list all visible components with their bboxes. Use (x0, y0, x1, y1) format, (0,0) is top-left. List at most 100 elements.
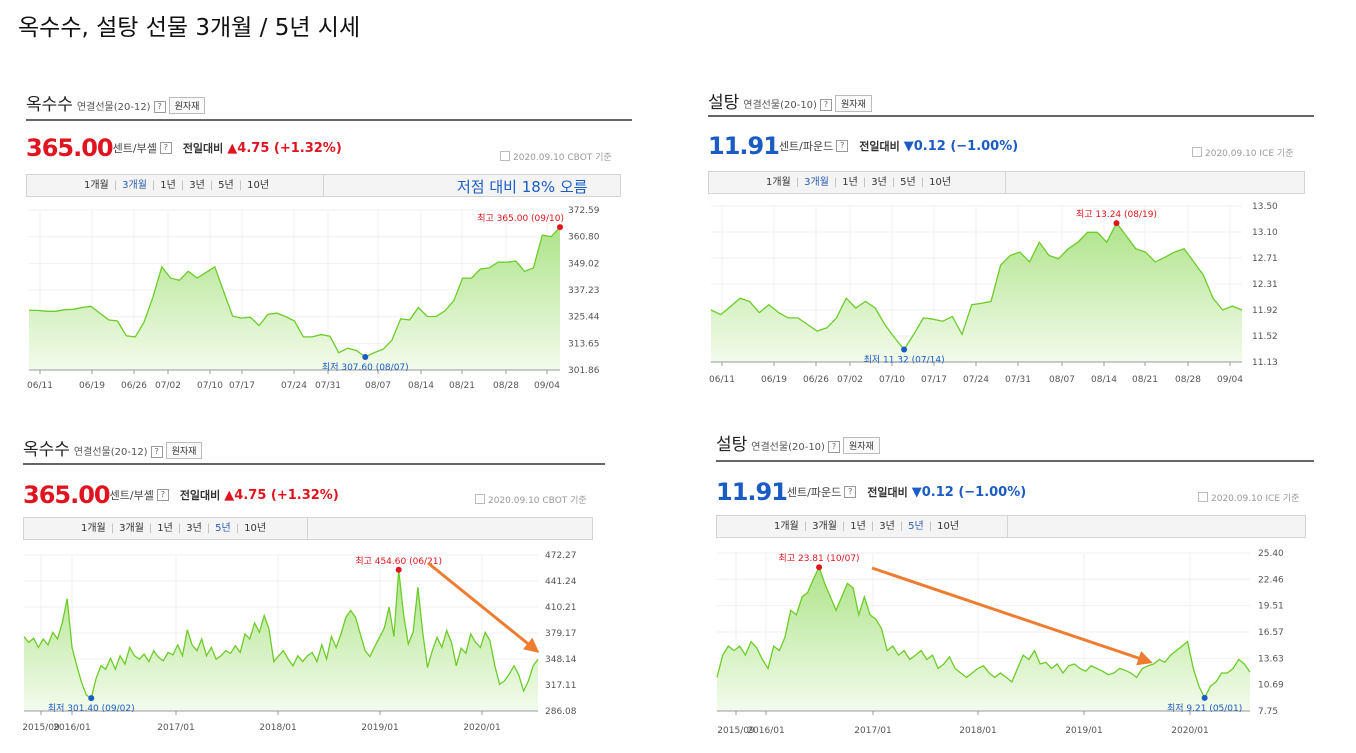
y-tick-label: 379.17 (545, 629, 577, 639)
tab-separator: | (862, 177, 867, 188)
x-tick-label: 06/19 (79, 381, 105, 391)
period-tab[interactable]: 5년 (218, 180, 234, 191)
period-tab[interactable]: 3년 (186, 523, 202, 534)
period-tab[interactable]: 1개월 (774, 521, 799, 532)
help-icon[interactable]: ? (836, 140, 849, 152)
price-unit: 센트/파운드 (786, 486, 842, 499)
x-tick-label: 2020/01 (1171, 726, 1208, 736)
y-tick-label: 13.50 (1252, 202, 1278, 212)
y-tick-label: 317.11 (545, 681, 577, 691)
tab-separator: | (148, 523, 153, 534)
raw-material-button[interactable]: 원자재 (834, 95, 872, 112)
x-tick-label: 07/17 (921, 375, 947, 385)
panel-header: 옥수수 연결선물(20-12)? 원자재 (23, 435, 203, 460)
raw-material-button[interactable]: 원자재 (168, 97, 206, 114)
x-tick-label: 2017/01 (157, 723, 194, 733)
period-tab[interactable]: 1년 (842, 177, 858, 188)
contract-label: 연결선물(20-10) (743, 100, 817, 111)
raw-material-button[interactable]: 원자재 (165, 442, 203, 459)
period-tab[interactable]: 1개월 (81, 523, 106, 534)
period-tab[interactable]: 5년 (900, 177, 916, 188)
y-tick-label: 11.52 (1252, 332, 1278, 342)
low-marker (362, 354, 369, 361)
price-value: 365.00 (23, 481, 111, 509)
period-tab[interactable]: 10년 (937, 521, 960, 532)
y-tick-label: 13.63 (1258, 654, 1284, 664)
y-tick-label: 372.59 (568, 206, 600, 216)
price-line (716, 565, 1251, 700)
high-label: 최고 13.24 (08/19) (1076, 209, 1157, 220)
tabs-divider (1007, 516, 1008, 537)
x-tick-label: 2016/01 (53, 723, 90, 733)
x-tick-label: 07/02 (155, 381, 181, 391)
x-tick-label: 07/24 (963, 375, 989, 385)
period-tab[interactable]: 5년 (215, 523, 231, 534)
x-tick-label: 08/14 (1091, 375, 1117, 385)
x-tick-label: 08/14 (408, 381, 434, 391)
x-tick-label: 07/31 (1005, 375, 1031, 385)
trend-arrow (871, 566, 1153, 666)
period-tab[interactable]: 5년 (908, 521, 924, 532)
tabs-divider (307, 518, 308, 539)
help-icon[interactable]: ? (159, 142, 172, 154)
period-tab[interactable]: 3개월 (812, 521, 837, 532)
header-divider (708, 115, 1314, 117)
y-tick-label: 337.23 (568, 286, 600, 296)
compare-label: 전일대비 (182, 142, 224, 155)
price-unit: 센트/부셸 (109, 489, 154, 502)
high-label: 최고 365.00 (09/10) (477, 213, 564, 224)
x-tick-label: 08/07 (1049, 375, 1075, 385)
source-label: 2020.09.10 CBOT 기준 (500, 150, 612, 163)
y-tick-label: 12.31 (1252, 280, 1278, 290)
period-tab[interactable]: 3년 (879, 521, 895, 532)
x-tick-label: 08/28 (493, 381, 519, 391)
period-tab-list: 1개월 | 3개월 | 1년 | 3년 | 5년 | 10년 (774, 516, 959, 537)
period-tab[interactable]: 1개월 (84, 180, 109, 191)
period-tab-list: 1개월 | 3개월 | 1년 | 3년 | 5년 | 10년 (81, 518, 266, 539)
low-marker (1201, 694, 1208, 701)
period-tab[interactable]: 3개월 (119, 523, 144, 534)
commodity-name: 옥수수 (26, 95, 73, 115)
help-icon[interactable]: ? (819, 99, 832, 111)
compare-label: 전일대비 (867, 486, 908, 499)
period-tab[interactable]: 3개월 (122, 180, 147, 191)
period-tabs: 1개월 | 3개월 | 1년 | 3년 | 5년 | 10년 (26, 174, 621, 197)
panel-header: 설탕 연결선물(20-10)? 원자재 (716, 430, 880, 455)
tab-separator: | (841, 521, 846, 532)
period-tab[interactable]: 1년 (850, 521, 866, 532)
period-tab[interactable]: 1년 (157, 523, 173, 534)
high-label: 최고 23.81 (10/07) (779, 553, 860, 564)
period-tab[interactable]: 10년 (929, 177, 952, 188)
source-text: 2020.09.10 CBOT 기준 (488, 496, 587, 506)
annotation-text: 저점 대비 18% 오름 (457, 178, 588, 196)
source-text: 2020.09.10 CBOT 기준 (513, 153, 612, 163)
high-label: 최고 454.60 (06/21) (355, 556, 442, 567)
period-tab[interactable]: 3개월 (804, 177, 829, 188)
period-tab[interactable]: 1개월 (766, 177, 791, 188)
panel-sugar-5y: 설탕 연결선물(20-10)? 원자재 11.91센트/파운드? 전일대비 ▼0.12 … (716, 430, 1314, 745)
chart-sugar-3m: 13.50 13.10 12.71 12.31 11.92 11.52 11.13 06/11… (709, 202, 1278, 385)
help-icon[interactable]: ? (150, 446, 163, 458)
calendar-icon (500, 151, 510, 161)
y-tick-label: 25.40 (1258, 549, 1284, 559)
panel-header: 옥수수 연결선물(20-12)? 원자재 (26, 90, 206, 115)
price-row: 11.91센트/파운드? 전일대비 ▼0.12 (−1.00%) (708, 132, 1018, 160)
help-icon[interactable]: ? (153, 101, 166, 113)
period-tab[interactable]: 1년 (160, 180, 176, 191)
help-icon[interactable]: ? (156, 489, 169, 501)
period-tab[interactable]: 10년 (244, 523, 267, 534)
period-tab[interactable]: 3년 (871, 177, 887, 188)
help-icon[interactable]: ? (844, 486, 857, 498)
contract-label: 연결선물(20-10) (751, 442, 825, 453)
period-tab[interactable]: 3년 (189, 180, 205, 191)
change-value: ▼0.12 (−1.00%) (903, 138, 1019, 154)
change-value: ▼0.12 (−1.00%) (911, 484, 1027, 500)
x-tick-label: 07/31 (315, 381, 341, 391)
tab-separator: | (151, 180, 156, 191)
price-line (23, 569, 539, 700)
help-icon[interactable]: ? (827, 441, 840, 453)
low-label: 최저 11.32 (07/14) (864, 354, 945, 365)
period-tab[interactable]: 10년 (247, 180, 270, 191)
panel-corn-5y: 옥수수 연결선물(20-12)? 원자재 365.00센트/부셸? 전일대비 ▲4.75… (23, 435, 605, 745)
raw-material-button[interactable]: 원자재 (842, 437, 880, 454)
